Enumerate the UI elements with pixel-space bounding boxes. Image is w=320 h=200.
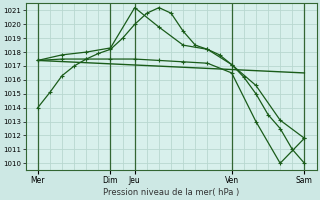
X-axis label: Pression niveau de la mer( hPa ): Pression niveau de la mer( hPa ) (103, 188, 239, 197)
